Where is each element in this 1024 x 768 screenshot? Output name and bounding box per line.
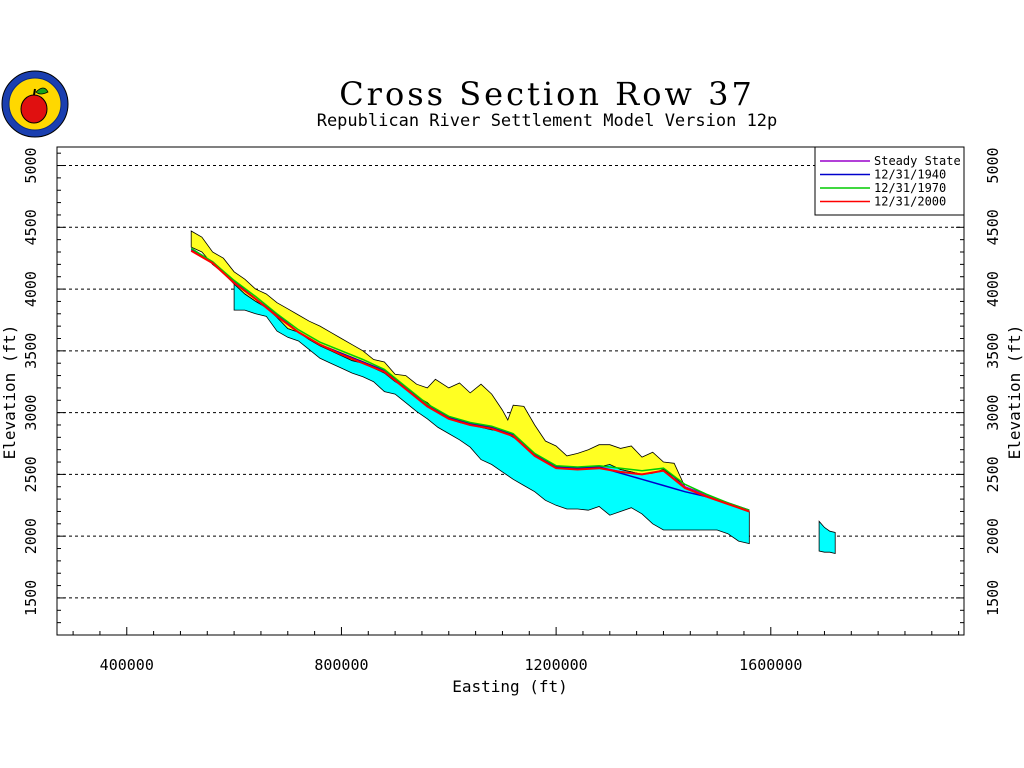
legend-box [814, 146, 965, 216]
x-axis-label: Easting (ft) [452, 677, 568, 696]
x-tick-label: 1600000 [739, 656, 802, 674]
y-axis-label-left: Elevation (ft) [0, 325, 19, 460]
x-tick-label: 1200000 [525, 656, 588, 674]
y-axis-label-right: Elevation (ft) [1005, 325, 1024, 460]
legend-label: 12/31/1940 [874, 168, 946, 182]
plot-frame [56, 146, 965, 636]
y-tick-label-right: 4500 [984, 209, 1002, 245]
x-tick-label: 400000 [100, 656, 154, 674]
y-tick-label-left: 1500 [22, 580, 40, 616]
y-tick-label-left: 4500 [22, 209, 40, 245]
y-tick-label-left: 2000 [22, 518, 40, 554]
legend-label: 12/31/2000 [874, 195, 946, 209]
series-line-4 [190, 249, 750, 513]
chart-subtitle: Republican River Settlement Model Versio… [317, 111, 778, 131]
aquifer-layers [190, 230, 836, 555]
y-tick-label-right: 1500 [984, 580, 1002, 616]
apple-icon [20, 94, 48, 124]
legend-label: Steady State [874, 154, 961, 168]
x-tick-label: 800000 [314, 656, 368, 674]
series-line-3 [190, 247, 750, 511]
apple-seal-logo [1, 70, 69, 138]
layer-lower-east [818, 520, 836, 555]
y-tick-label-left: 2500 [22, 456, 40, 492]
y-tick-label-left: 5000 [22, 147, 40, 183]
head-series [190, 247, 750, 513]
chart-title: Cross Section Row 37 [339, 75, 755, 113]
y-tick-label-right: 4000 [984, 271, 1002, 307]
y-tick-label-left: 3500 [22, 333, 40, 369]
y-tick-label-left: 4000 [22, 271, 40, 307]
x-tick-labels: 400000 800000 1200000 1600000 [100, 656, 803, 674]
y-tick-label-right: 2000 [984, 518, 1002, 554]
y-tick-labels-right: 1500 2000 2500 3000 3500 4000 4500 5000 [984, 147, 1002, 616]
y-tick-label-right: 3500 [984, 333, 1002, 369]
y-tick-label-right: 5000 [984, 147, 1002, 183]
y-tick-label-left: 3000 [22, 395, 40, 431]
layer-upper [190, 230, 686, 487]
legend: Steady State12/31/194012/31/197012/31/20… [814, 146, 965, 216]
y-tick-label-right: 2500 [984, 456, 1002, 492]
grid-lines [57, 165, 964, 599]
y-tick-label-right: 3000 [984, 395, 1002, 431]
legend-label: 12/31/1970 [874, 181, 946, 195]
y-tick-labels-left: 1500 2000 2500 3000 3500 4000 4500 5000 [22, 147, 40, 616]
axis-ticks [57, 152, 964, 635]
